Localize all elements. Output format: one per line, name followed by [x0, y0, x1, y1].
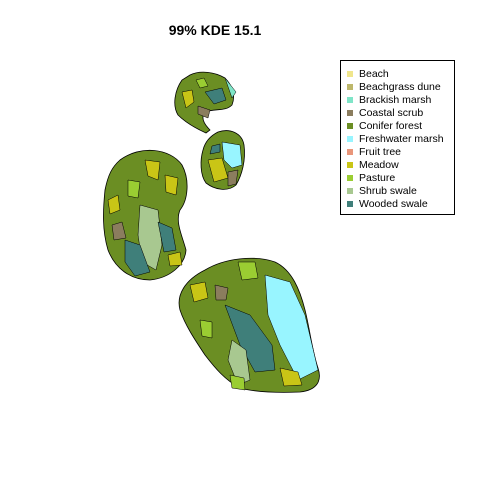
legend-item: Beachgrass dune: [347, 80, 454, 93]
legend-swatch: [347, 161, 353, 168]
legend-label: Fruit tree: [359, 145, 402, 158]
kde-polygon-north: [174, 71, 237, 134]
legend-item: Pasture: [347, 171, 454, 184]
legend-item: Conifer forest: [347, 119, 454, 132]
kde-polygon-south: [178, 257, 320, 393]
legend-swatch: [347, 70, 353, 77]
map-legend: Beach Beachgrass dune Brackish marsh Coasta…: [340, 60, 455, 215]
legend-swatch: [347, 83, 353, 90]
legend-label: Beach: [359, 67, 389, 80]
legend-label: Conifer forest: [359, 119, 423, 132]
legend-swatch: [347, 187, 353, 194]
legend-label: Meadow: [359, 158, 399, 171]
legend-label: Wooded swale: [359, 197, 428, 210]
legend-swatch: [347, 109, 353, 116]
legend-label: Beachgrass dune: [359, 80, 441, 93]
legend-swatch: [347, 135, 353, 142]
legend-item: Brackish marsh: [347, 93, 454, 106]
kde-polygon-crescent: [200, 130, 245, 190]
legend-swatch: [347, 200, 353, 207]
legend-swatch: [347, 174, 353, 181]
legend-item: Fruit tree: [347, 145, 454, 158]
legend-label: Shrub swale: [359, 184, 417, 197]
legend-item: Coastal scrub: [347, 106, 454, 119]
legend-swatch: [347, 122, 353, 129]
legend-swatch: [347, 148, 353, 155]
map-title: 99% KDE 15.1: [168, 22, 262, 38]
legend-label: Pasture: [359, 171, 396, 184]
legend-item: Freshwater marsh: [347, 132, 454, 145]
legend-item: Meadow: [347, 158, 454, 171]
legend-item: Beach: [347, 67, 454, 80]
legend-label: Brackish marsh: [359, 93, 432, 106]
legend-label: Coastal scrub: [359, 106, 424, 119]
kde-polygon-west: [103, 149, 188, 281]
legend-item: Shrub swale: [347, 184, 454, 197]
legend-swatch: [347, 96, 353, 103]
legend-label: Freshwater marsh: [359, 132, 444, 145]
legend-item: Wooded swale: [347, 197, 454, 210]
